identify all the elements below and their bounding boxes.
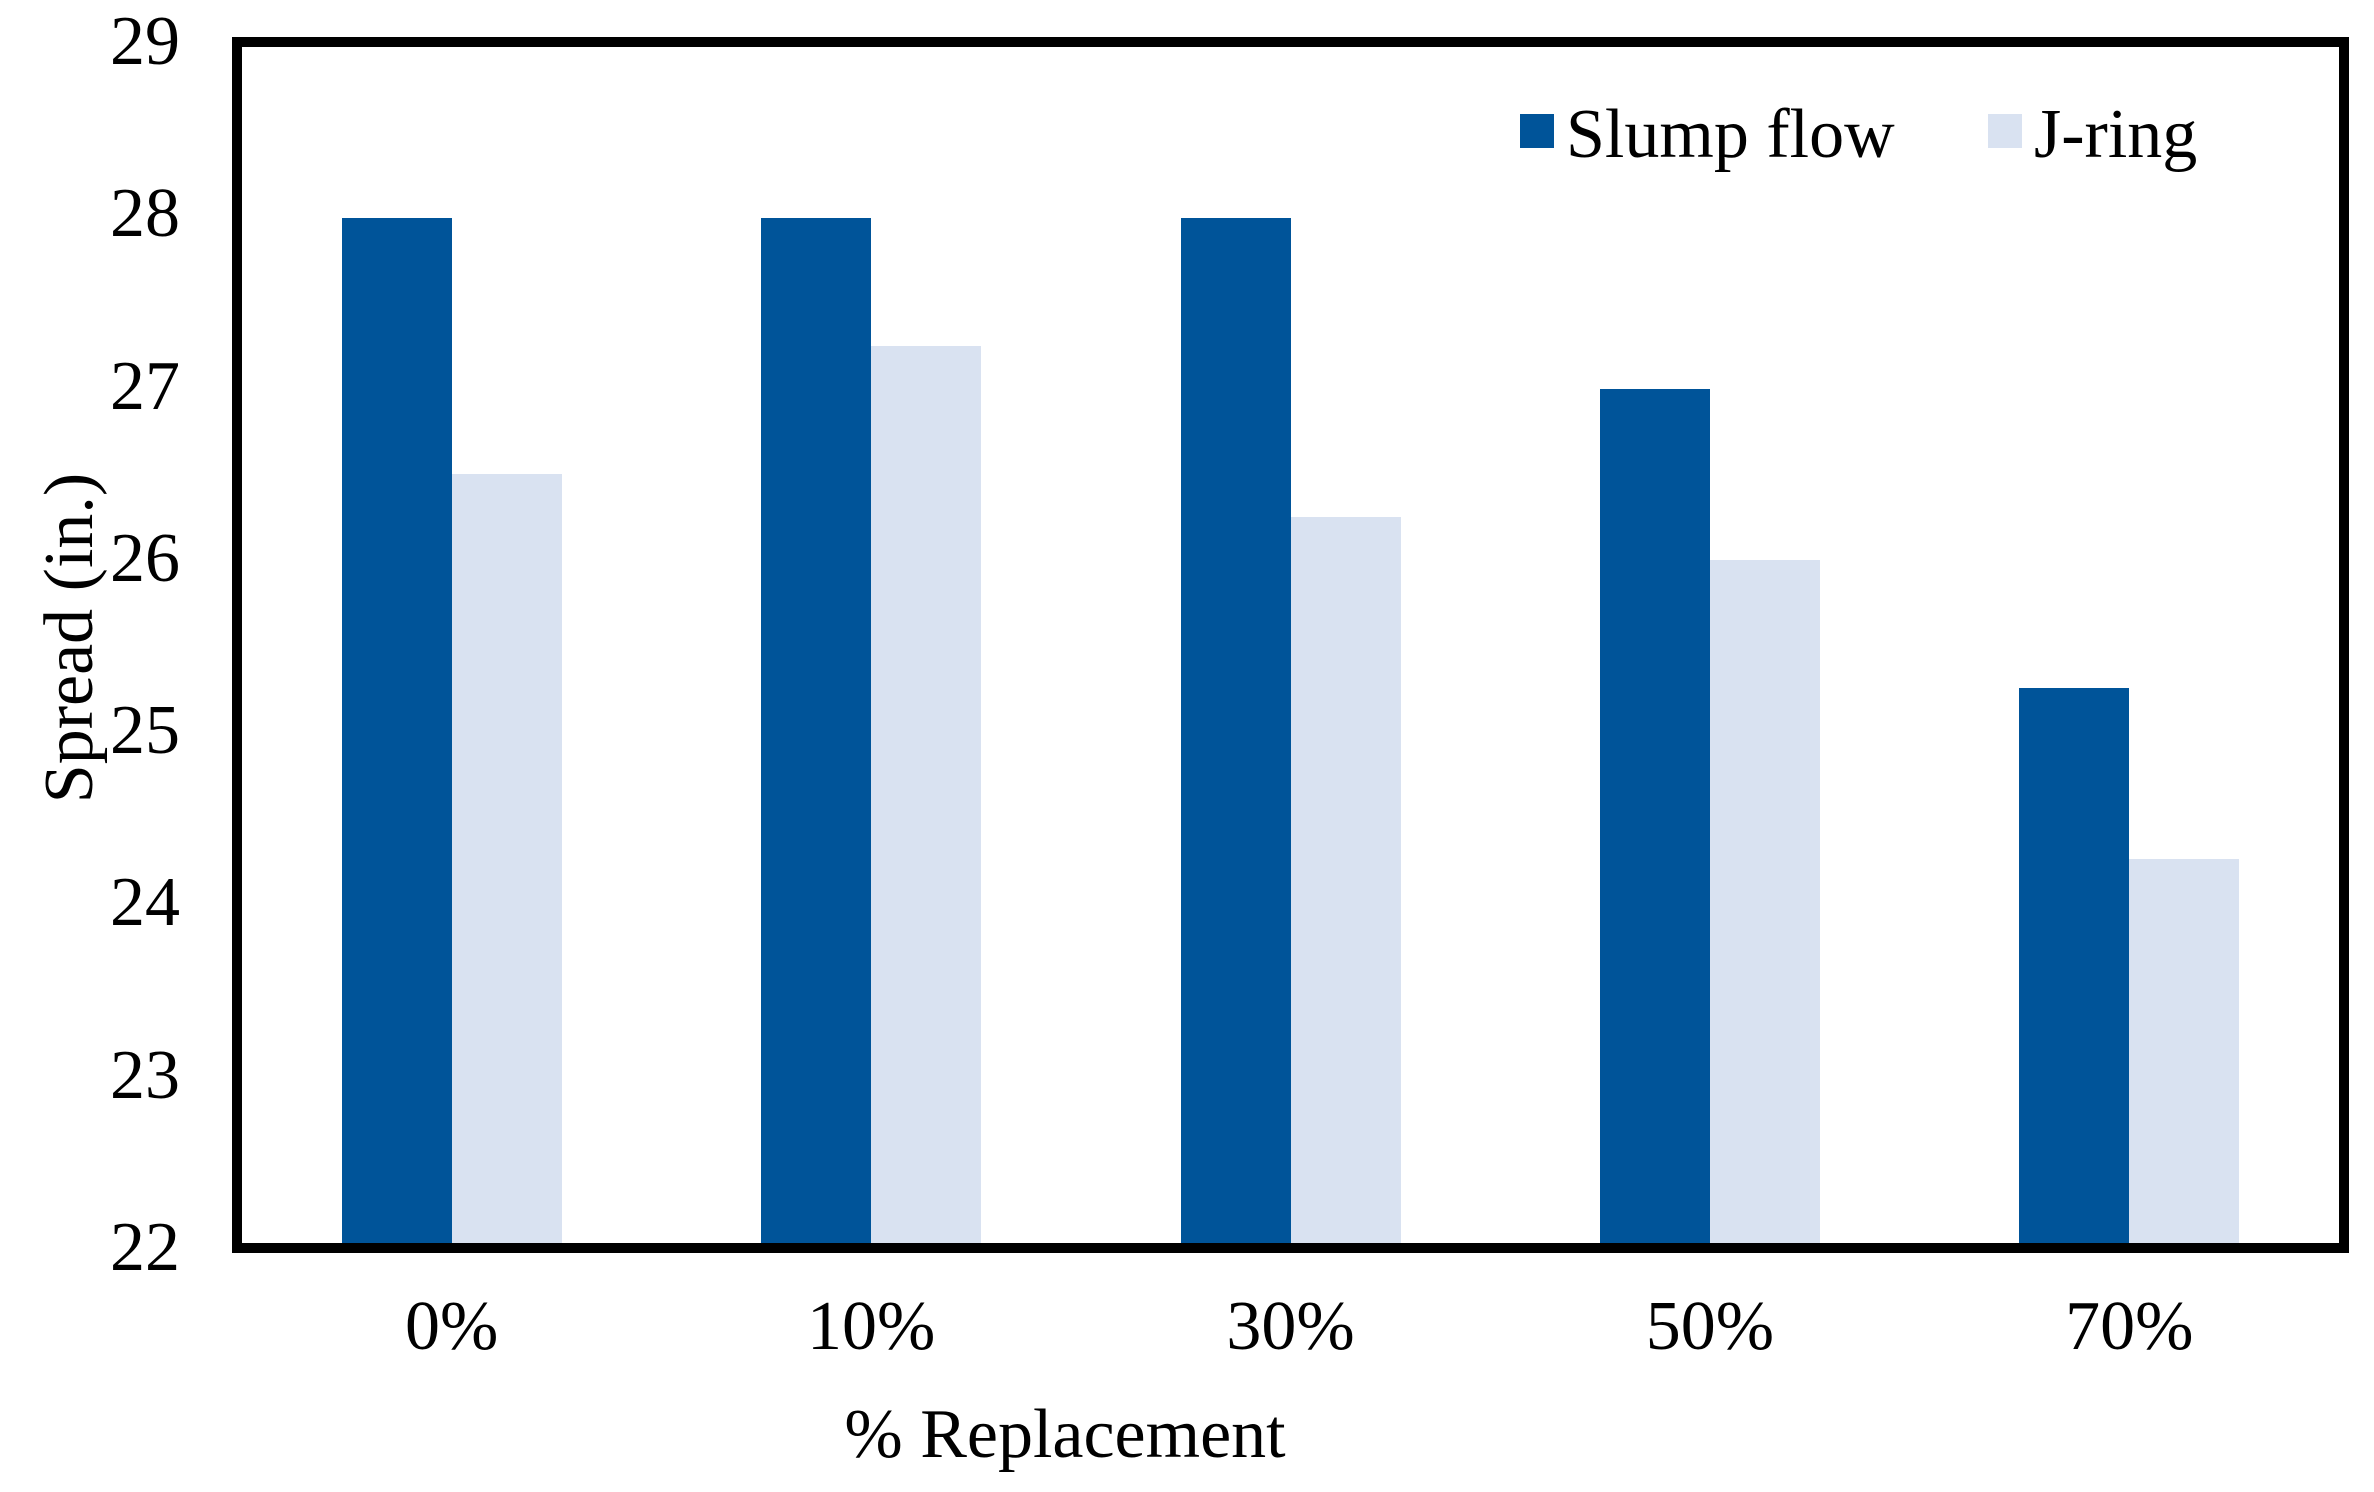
bar-j-ring-10% [871, 346, 982, 1243]
bar-slump-flow-70% [2019, 687, 2130, 1243]
bar-j-ring-70% [2129, 858, 2240, 1243]
bar-slump-flow-10% [761, 217, 872, 1243]
y-tick-label-27: 27 [110, 347, 180, 425]
legend-swatch-slump-flow-icon [1520, 114, 1554, 148]
legend-label-slump-flow: Slump flow [1566, 96, 1895, 173]
bar-j-ring-50% [1709, 559, 1820, 1243]
bar-j-ring-30% [1290, 516, 1401, 1243]
bar-slump-flow-50% [1599, 388, 1710, 1243]
x-axis-title: % Replacement [844, 1396, 1286, 1473]
y-tick-label-29: 29 [110, 3, 180, 80]
legend-label-j-ring: J-ring [2034, 96, 2198, 173]
plot-area [232, 37, 2349, 1253]
legend-item-j-ring: J-ring [1988, 100, 2197, 170]
y-tick-label-23: 23 [110, 1036, 180, 1114]
y-tick-label-26: 26 [110, 519, 180, 597]
y-tick-label-22: 22 [110, 1209, 180, 1286]
legend-swatch-j-ring-icon [1988, 114, 2022, 148]
bar-j-ring-0% [451, 474, 562, 1243]
y-tick-label-28: 28 [110, 175, 180, 253]
x-category-label-0%: 0% [405, 1288, 499, 1365]
x-category-label-50%: 50% [1645, 1288, 1775, 1365]
y-tick-label-24: 24 [110, 864, 180, 942]
x-category-label-30%: 30% [1226, 1288, 1355, 1365]
x-category-label-70%: 70% [2065, 1288, 2194, 1365]
y-tick-label-25: 25 [110, 692, 180, 770]
legend-item-slump-flow: Slump flow [1520, 100, 1895, 170]
bar-slump-flow-0% [341, 217, 452, 1243]
bar-slump-flow-30% [1180, 217, 1291, 1243]
x-category-label-10%: 10% [806, 1288, 936, 1365]
